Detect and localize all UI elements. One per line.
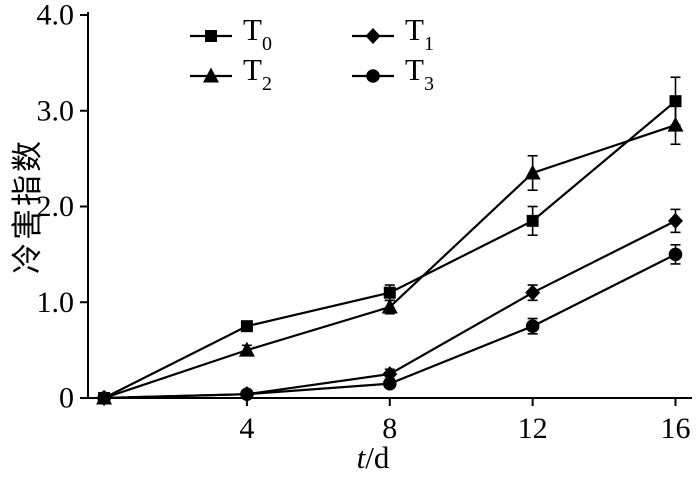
legend-label-t0: T0 [243, 12, 272, 55]
svg-text:2.0: 2.0 [37, 190, 75, 223]
svg-text:4.0: 4.0 [37, 0, 75, 32]
legend-triangle-marker-icon [190, 67, 232, 83]
svg-text:16: 16 [661, 412, 691, 445]
chart-legend: T0 T1 T2 T3 [188, 12, 434, 95]
x-axis-label-unit: /d [365, 440, 390, 475]
legend-item-t0: T0 [188, 12, 350, 55]
x-axis-label-variable: t [356, 440, 366, 475]
legend-square-marker-icon [190, 30, 232, 42]
legend-circle-marker-icon [352, 69, 394, 83]
svg-text:0: 0 [59, 382, 74, 415]
legend-label-t1: T1 [405, 12, 434, 55]
legend-diamond-marker-icon [352, 28, 394, 44]
legend-label-t3: T3 [405, 52, 434, 95]
svg-text:1.0: 1.0 [37, 286, 75, 319]
svg-text:4: 4 [239, 412, 254, 445]
x-axis-label: t/d [88, 440, 658, 476]
legend-item-t1: T1 [350, 12, 434, 55]
svg-text:3.0: 3.0 [37, 94, 75, 127]
y-axis-label: 冷害指数 [10, 138, 45, 274]
legend-item-t3: T3 [350, 52, 434, 95]
svg-text:12: 12 [518, 412, 548, 445]
svg-text:8: 8 [382, 412, 397, 445]
legend-label-t2: T2 [243, 52, 272, 95]
legend-item-t2: T2 [188, 52, 350, 95]
